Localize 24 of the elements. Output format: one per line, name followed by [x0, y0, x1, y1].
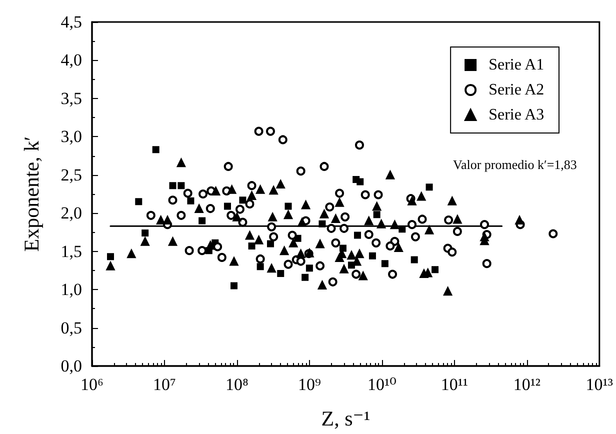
legend-label: Serie A2: [488, 82, 544, 98]
legend-label: Serie A3: [488, 106, 544, 124]
y-tick-label: 4,5: [60, 12, 82, 32]
y-tick-label: 2,0: [60, 204, 82, 223]
y-tick-label: 4,0: [60, 50, 82, 70]
y-tick-label: 2,5: [60, 165, 82, 184]
x-tick-label: 10⁷: [153, 375, 176, 394]
annotation: Valor promedio k′=1,83: [453, 157, 577, 172]
legend-label: Serie A1: [488, 56, 544, 74]
y-tick-label: 1,0: [60, 280, 82, 300]
x-tick-label: 10⁶: [80, 375, 104, 394]
x-tick-label: 10¹²: [513, 375, 541, 394]
x-axis-title: Z, s⁻¹: [321, 406, 370, 430]
x-tick-label: 10⁸: [226, 375, 249, 394]
y-tick-label: 3,5: [60, 88, 82, 108]
x-tick-label: 10¹¹: [440, 375, 468, 394]
y-tick-label: 3,0: [60, 127, 82, 146]
x-tick-label: 10⁹: [298, 375, 321, 394]
x-tick-label: 10¹³: [586, 375, 614, 394]
y-axis-title: Exponente, k′: [20, 136, 44, 252]
y-tick-label: 1,5: [60, 242, 82, 261]
x-tick-label: 10¹⁰: [367, 375, 397, 394]
y-tick-label: 0,0: [60, 356, 82, 376]
y-tick-label: 0,5: [60, 318, 82, 338]
